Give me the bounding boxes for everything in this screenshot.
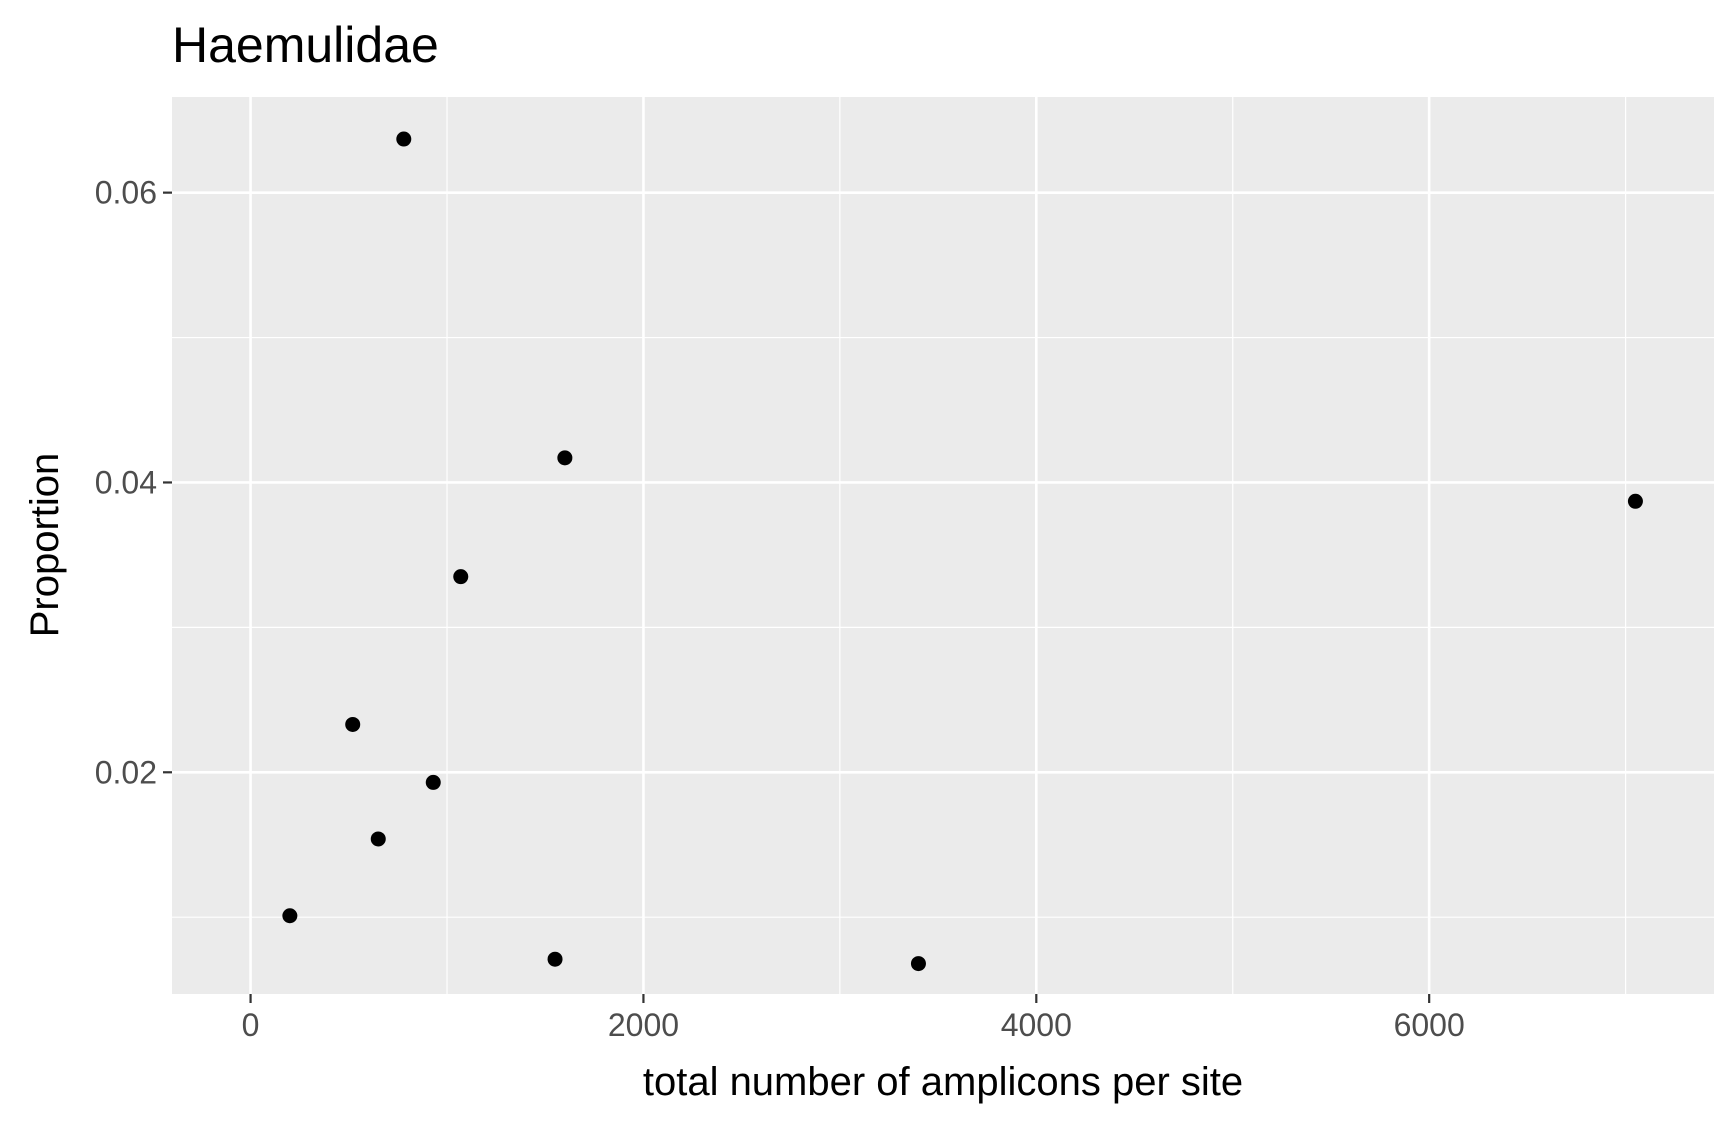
- data-point: [345, 716, 361, 732]
- data-points: [282, 131, 1643, 972]
- x-tick-label: 0: [242, 1007, 260, 1043]
- major-gridlines: [172, 97, 1714, 994]
- x-tick-label: 6000: [1394, 1007, 1465, 1043]
- chart-title: Haemulidae: [172, 17, 439, 73]
- data-point: [396, 131, 412, 147]
- x-axis: 0 2000 4000 6000: [242, 994, 1465, 1043]
- y-axis: 0.02 0.04 0.06: [95, 175, 172, 790]
- x-axis-title: total number of amplicons per site: [643, 1060, 1243, 1104]
- y-axis-title: Proportion: [23, 453, 67, 638]
- data-point: [547, 951, 563, 967]
- data-point: [282, 908, 298, 924]
- x-tick-label: 2000: [608, 1007, 679, 1043]
- data-point: [425, 774, 441, 790]
- y-tick-label: 0.04: [95, 464, 157, 500]
- data-point: [370, 831, 386, 847]
- data-point: [453, 569, 469, 585]
- data-point: [1627, 493, 1643, 509]
- y-tick-label: 0.06: [95, 175, 157, 211]
- minor-gridlines: [172, 97, 1714, 994]
- y-tick-label: 0.02: [95, 754, 157, 790]
- plot-panel: [172, 97, 1714, 994]
- x-tick-label: 4000: [1001, 1007, 1072, 1043]
- data-point: [910, 956, 926, 972]
- data-point: [557, 450, 573, 466]
